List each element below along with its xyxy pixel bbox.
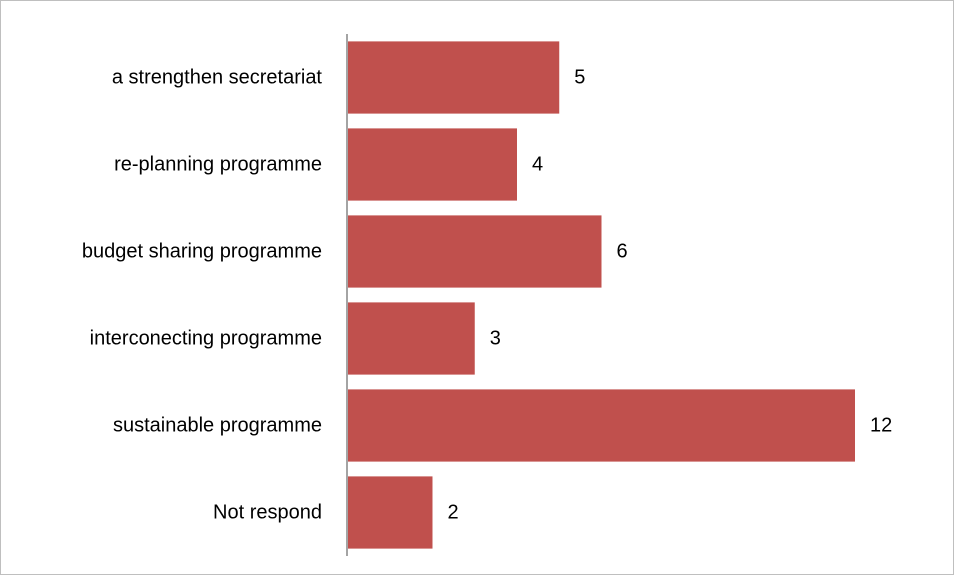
bar-1 <box>348 41 560 114</box>
value-label-6: 2 <box>448 502 459 524</box>
bar-2 <box>348 128 517 201</box>
value-label-1: 5 <box>574 67 585 89</box>
category-label-6: Not respond <box>213 502 322 524</box>
value-label-2: 4 <box>532 154 543 176</box>
value-label-3: 6 <box>617 241 628 263</box>
bar-5 <box>348 389 855 462</box>
category-label-2: re-planning programme <box>114 154 322 176</box>
category-label-3: budget sharing programme <box>82 241 322 263</box>
value-label-4: 3 <box>490 328 501 350</box>
category-label-1: a strengthen secretariat <box>112 67 323 89</box>
category-label-5: sustainable programme <box>113 415 322 437</box>
bar-3 <box>348 215 602 288</box>
bar-4 <box>348 302 475 375</box>
bar-6 <box>348 476 433 549</box>
category-label-4: interconecting programme <box>90 328 322 350</box>
value-label-5: 12 <box>870 415 892 437</box>
